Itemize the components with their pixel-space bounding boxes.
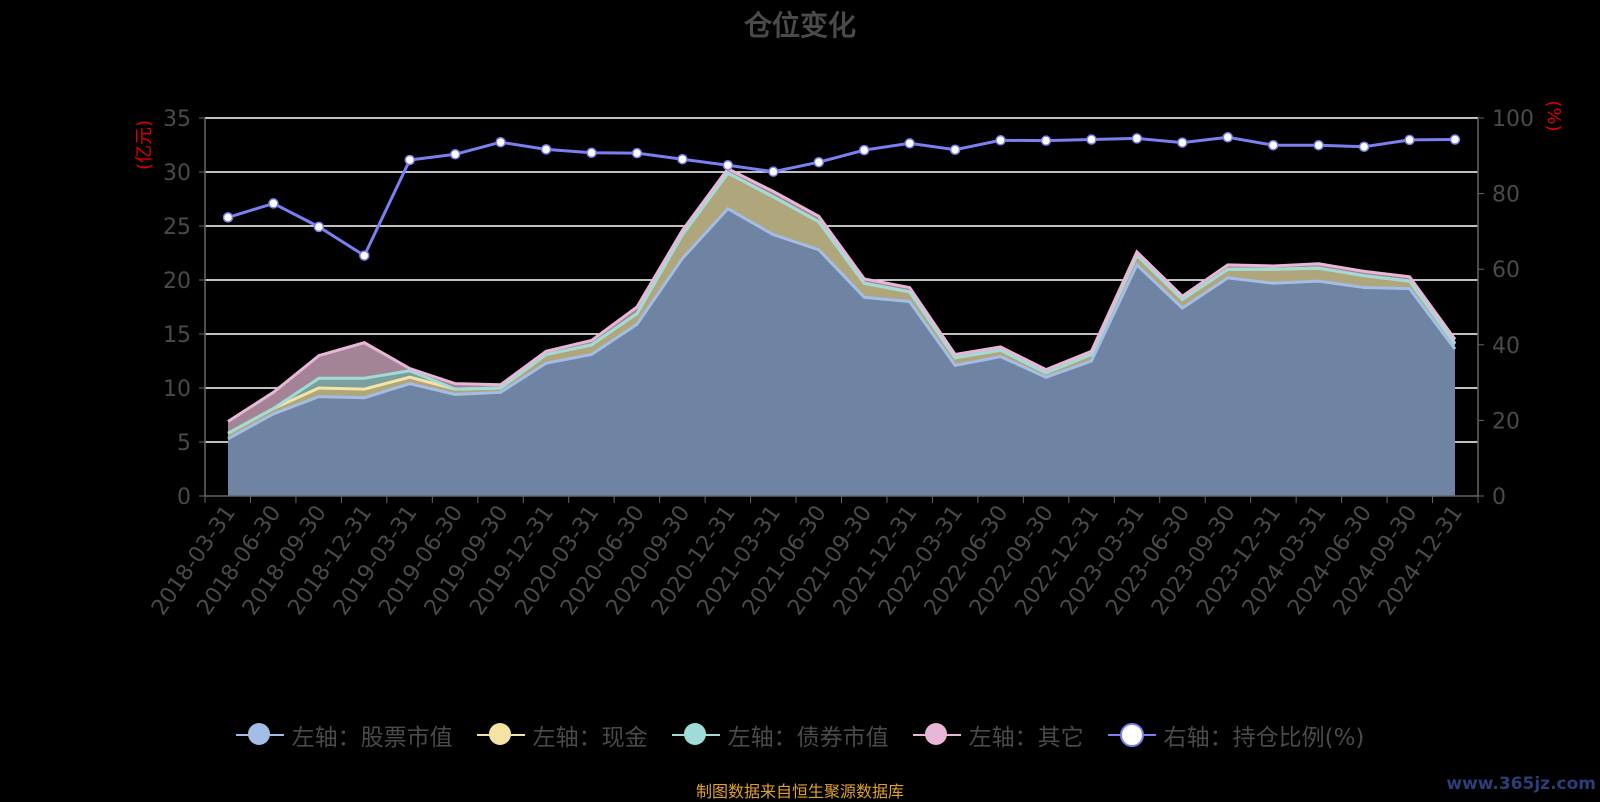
legend-item[interactable]: 左轴：其它 <box>912 718 1084 752</box>
holding-ratio-point <box>768 166 779 177</box>
legend-item[interactable]: 左轴：现金 <box>476 718 648 752</box>
right-tick-label: 40 <box>1492 334 1520 359</box>
left-tick-label: 10 <box>163 377 191 402</box>
series-line-左轴：股票市值 <box>227 206 1457 441</box>
right-tick-label: 60 <box>1492 258 1520 283</box>
holding-ratio-point <box>540 144 552 155</box>
legend-item[interactable]: 左轴：债券市值 <box>671 718 889 752</box>
holding-ratio-point <box>1358 141 1370 152</box>
area-左轴：股票市值 <box>228 208 1455 496</box>
chart-title: 仓位变化 <box>743 9 856 42</box>
legend-label: 右轴：持仓比例(%) <box>1163 725 1365 751</box>
holding-ratio-point <box>1313 139 1324 151</box>
circle-icon <box>476 722 525 748</box>
left-tick-label: 15 <box>163 323 191 348</box>
holding-ratio-point <box>586 147 597 159</box>
watermark: www.365jz.com <box>1446 774 1596 794</box>
holding-ratio-point <box>449 149 461 160</box>
right-tick-label: 0 <box>1492 485 1506 510</box>
holding-ratio-point <box>359 250 370 261</box>
right-axis-label: (%) <box>1543 100 1564 131</box>
holding-ratio-point <box>404 154 416 166</box>
holding-ratio-point <box>949 144 961 156</box>
left-tick-label: 30 <box>163 161 191 186</box>
holding-ratio-point <box>677 153 688 165</box>
holding-ratio-point <box>1086 134 1097 145</box>
left-tick-label: 0 <box>177 485 191 510</box>
position-chart: 05101520253035020406080100(亿元)(%)2018-03… <box>134 100 1564 620</box>
left-tick-label: 35 <box>163 107 191 132</box>
holding-ratio-point <box>1404 134 1415 146</box>
holding-ratio-point <box>222 212 234 223</box>
left-tick-label: 25 <box>163 215 191 240</box>
legend-label: 左轴：其它 <box>968 725 1084 751</box>
holding-ratio-point <box>1267 139 1279 151</box>
holding-ratio-line <box>227 135 1456 258</box>
series-line-左轴：其它 <box>227 166 1457 423</box>
left-axis-label: (亿元) <box>134 120 155 170</box>
series-line-左轴：债券市值 <box>227 171 1457 435</box>
holding-ratio-point <box>1177 137 1188 148</box>
holding-ratio-point <box>1131 133 1143 144</box>
holding-ratio-point <box>1222 132 1234 143</box>
circle-icon <box>235 722 284 748</box>
legend-item[interactable]: 右轴：持仓比例(%) <box>1107 718 1365 752</box>
holding-ratio-point <box>631 147 643 159</box>
right-tick-label: 20 <box>1492 409 1520 434</box>
holding-ratio-point <box>904 138 915 149</box>
holding-ratio-point <box>495 136 506 148</box>
holding-ratio-point <box>313 221 325 233</box>
holding-ratio-point <box>1040 135 1052 146</box>
right-tick-label: 80 <box>1492 183 1520 208</box>
circle-icon <box>1107 722 1156 748</box>
legend-item[interactable]: 左轴：股票市值 <box>235 718 453 752</box>
circle-icon <box>671 722 720 748</box>
holding-ratio-point <box>813 156 825 168</box>
legend-label: 左轴：现金 <box>532 725 648 751</box>
holding-ratio-point <box>1449 134 1461 145</box>
right-tick-label: 100 <box>1492 107 1534 132</box>
legend-label: 左轴：债券市值 <box>727 725 889 751</box>
holding-ratio-point <box>858 144 870 156</box>
source-note: 制图数据来自恒生聚源数据库 <box>695 782 904 801</box>
legend: 左轴：股票市值 左轴：现金 左轴：债券市值 左轴：其它 右轴：持仓比例(%) <box>0 718 1600 752</box>
circle-icon <box>912 722 961 748</box>
holding-ratio-point <box>995 135 1006 146</box>
left-tick-label: 20 <box>163 269 191 294</box>
left-tick-label: 5 <box>177 431 191 456</box>
legend-label: 左轴：股票市值 <box>291 725 453 751</box>
holding-ratio-point <box>268 198 279 209</box>
holding-ratio-point <box>722 160 734 171</box>
